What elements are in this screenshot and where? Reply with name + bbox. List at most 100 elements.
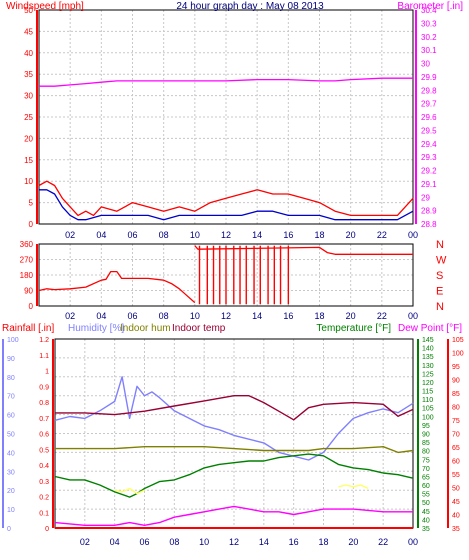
- climate-series-label: Humidity [%]: [68, 323, 124, 334]
- direction-tick-label: 90: [24, 287, 33, 296]
- direction-tick-label: 0: [29, 302, 34, 311]
- direction-time-tick-label: 10: [190, 311, 200, 321]
- barometer-tick-label: 28.9: [421, 207, 437, 216]
- humidity-tick-label: 90: [7, 356, 15, 363]
- humidity-tick-label: 60: [7, 413, 15, 420]
- climate-time-tick-label: 00: [408, 537, 418, 547]
- temperature-tick-label: 60: [422, 483, 430, 490]
- direction-time-tick-label: 02: [65, 311, 75, 321]
- windspeed-tick-label: 25: [24, 113, 33, 122]
- climate-time-tick-label: 06: [139, 537, 149, 547]
- wind-time-tick-label: 12: [221, 230, 231, 240]
- direction-time-tick-label: 06: [127, 311, 137, 321]
- compass-label: N: [436, 239, 444, 251]
- dewpoint-tick-label: 95: [452, 364, 460, 371]
- climate-series-label: Rainfall [.in]: [2, 323, 54, 334]
- dewpoint-tick-label: 70: [452, 432, 460, 439]
- windspeed-tick-label: 15: [24, 156, 33, 165]
- temperature-tick-label: 140: [422, 346, 434, 353]
- climate-series-6-line: [114, 487, 145, 495]
- humidity-tick-label: 50: [7, 432, 15, 439]
- climate-series-2-line: [55, 446, 414, 454]
- wind-time-tick-label: 02: [65, 230, 75, 240]
- temperature-tick-label: 40: [422, 517, 430, 524]
- compass-label: S: [436, 270, 443, 282]
- rainfall-tick-label: 1.2: [39, 337, 49, 344]
- direction-plot-frame: [38, 243, 414, 307]
- windspeed-tick-label: 20: [24, 134, 33, 143]
- windspeed-axis-title: Windspeed [mph]: [6, 1, 84, 12]
- temperature-tick-label: 80: [422, 449, 430, 456]
- temperature-tick-label: 130: [422, 363, 434, 370]
- rainfall-tick-label: 0.8: [39, 400, 49, 407]
- barometer-tick-label: 29.1: [421, 180, 437, 189]
- barometer-tick-label: 29: [421, 193, 430, 202]
- wind-time-tick-label: 04: [96, 230, 106, 240]
- dewpoint-tick-label: 50: [452, 486, 460, 493]
- rainfall-tick-label: 0.2: [39, 495, 49, 502]
- direction-tick-label: 180: [20, 271, 34, 280]
- rainfall-tick-label: 0.9: [39, 384, 49, 391]
- wind-series-0-line: [38, 180, 414, 217]
- windspeed-tick-label: 5: [29, 199, 34, 208]
- temperature-tick-label: 100: [422, 414, 434, 421]
- direction-series-1-line: [194, 245, 413, 255]
- direction-time-tick-label: 12: [221, 311, 231, 321]
- temperature-tick-label: 75: [422, 457, 430, 464]
- direction-time-tick-label: 08: [159, 311, 169, 321]
- direction-time-tick-label: 16: [283, 311, 293, 321]
- barometer-tick-label: 29.6: [421, 113, 437, 122]
- windspeed-tick-label: 30: [24, 92, 33, 101]
- windspeed-tick-label: 35: [24, 70, 33, 79]
- climate-series-label: Temperature [°F]: [316, 323, 391, 334]
- dewpoint-tick-label: 90: [452, 378, 460, 385]
- barometer-tick-label: 29.4: [421, 140, 437, 149]
- direction-time-tick-label: 00: [408, 311, 418, 321]
- temperature-tick-label: 145: [422, 337, 434, 344]
- direction-time-tick-label: 22: [377, 311, 387, 321]
- barometer-tick-label: 30.4: [421, 6, 437, 15]
- climate-time-tick-label: 14: [259, 537, 269, 547]
- dewpoint-tick-label: 105: [452, 337, 464, 344]
- temperature-tick-label: 95: [422, 423, 430, 430]
- climate-series-label: Indoor hum: [120, 323, 171, 334]
- rainfall-tick-label: 0.1: [39, 510, 49, 517]
- direction-tick-label: 360: [20, 240, 34, 249]
- wind-plot-frame: [38, 9, 414, 225]
- climate-time-tick-label: 22: [378, 537, 388, 547]
- compass-label: N: [436, 301, 444, 313]
- dewpoint-tick-label: 65: [452, 445, 460, 452]
- wind-time-tick-label: 10: [190, 230, 200, 240]
- wind-time-tick-label: 06: [127, 230, 137, 240]
- climate-series-1-line: [54, 376, 414, 461]
- rainfall-tick-label: 0.6: [39, 432, 49, 439]
- direction-tick-label: 270: [20, 256, 34, 265]
- dewpoint-tick-label: 100: [452, 351, 464, 358]
- wind-series-2-line: [39, 77, 413, 87]
- climate-time-tick-label: 12: [229, 537, 239, 547]
- dewpoint-tick-label: 60: [452, 459, 460, 466]
- compass-label: W: [436, 255, 447, 267]
- windspeed-tick-label: 0: [29, 220, 34, 229]
- wind-time-tick-label: 22: [377, 230, 387, 240]
- direction-time-tick-label: 20: [346, 311, 356, 321]
- temperature-tick-label: 65: [422, 474, 430, 481]
- climate-series-3-line: [55, 395, 414, 421]
- dewpoint-tick-label: 80: [452, 405, 460, 412]
- climate-series-4-line: [54, 453, 414, 498]
- compass-label: E: [436, 286, 443, 298]
- barometer-tick-label: 29.3: [421, 153, 437, 162]
- windspeed-tick-label: 10: [24, 177, 33, 186]
- climate-time-tick-label: 16: [289, 537, 299, 547]
- climate-series-7-line: [338, 484, 369, 490]
- dewpoint-tick-label: 85: [452, 391, 460, 398]
- temperature-tick-label: 70: [422, 466, 430, 473]
- dewpoint-tick-label: 35: [452, 526, 460, 533]
- temperature-tick-label: 125: [422, 371, 434, 378]
- temperature-tick-label: 120: [422, 380, 434, 387]
- barometer-tick-label: 29.2: [421, 167, 437, 176]
- barometer-tick-label: 30: [421, 60, 430, 69]
- humidity-tick-label: 80: [7, 375, 15, 382]
